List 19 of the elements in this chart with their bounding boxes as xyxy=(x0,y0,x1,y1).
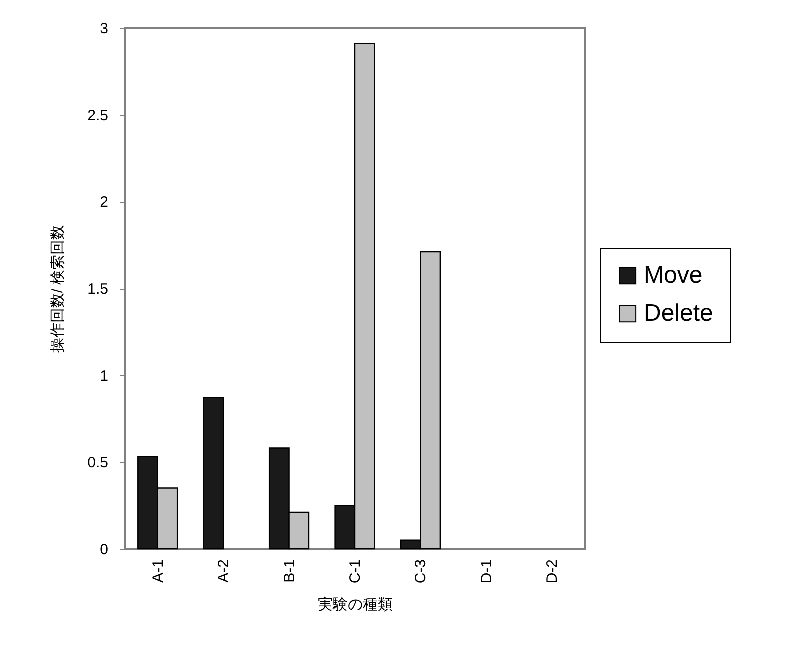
y-tick-label: 0.5 xyxy=(88,454,108,472)
y-tick-label: 2 xyxy=(100,194,108,212)
y-tick-label: 3 xyxy=(100,20,108,38)
y-axis-title: 操作回数/ 検索回数 xyxy=(50,224,67,354)
legend-label: Delete xyxy=(644,300,714,327)
y-tick-label: 1.5 xyxy=(88,281,108,298)
x-tick-label: B-1 xyxy=(281,560,298,583)
legend-label: Move xyxy=(644,262,703,289)
x-tick-label: A-1 xyxy=(150,560,167,583)
y-tick-label: 1 xyxy=(100,368,108,385)
x-tick-label: D-2 xyxy=(544,560,562,584)
x-axis-title: 実験の種類 xyxy=(318,596,393,614)
x-tick-label: D-1 xyxy=(478,560,496,584)
y-tick-label: 2.5 xyxy=(88,107,108,124)
x-tick-label: A-2 xyxy=(216,560,233,583)
bar xyxy=(203,397,224,550)
x-tick-label: C-1 xyxy=(347,560,364,584)
y-tick-label: 0 xyxy=(100,542,108,558)
x-tick-label: C-3 xyxy=(412,560,430,584)
